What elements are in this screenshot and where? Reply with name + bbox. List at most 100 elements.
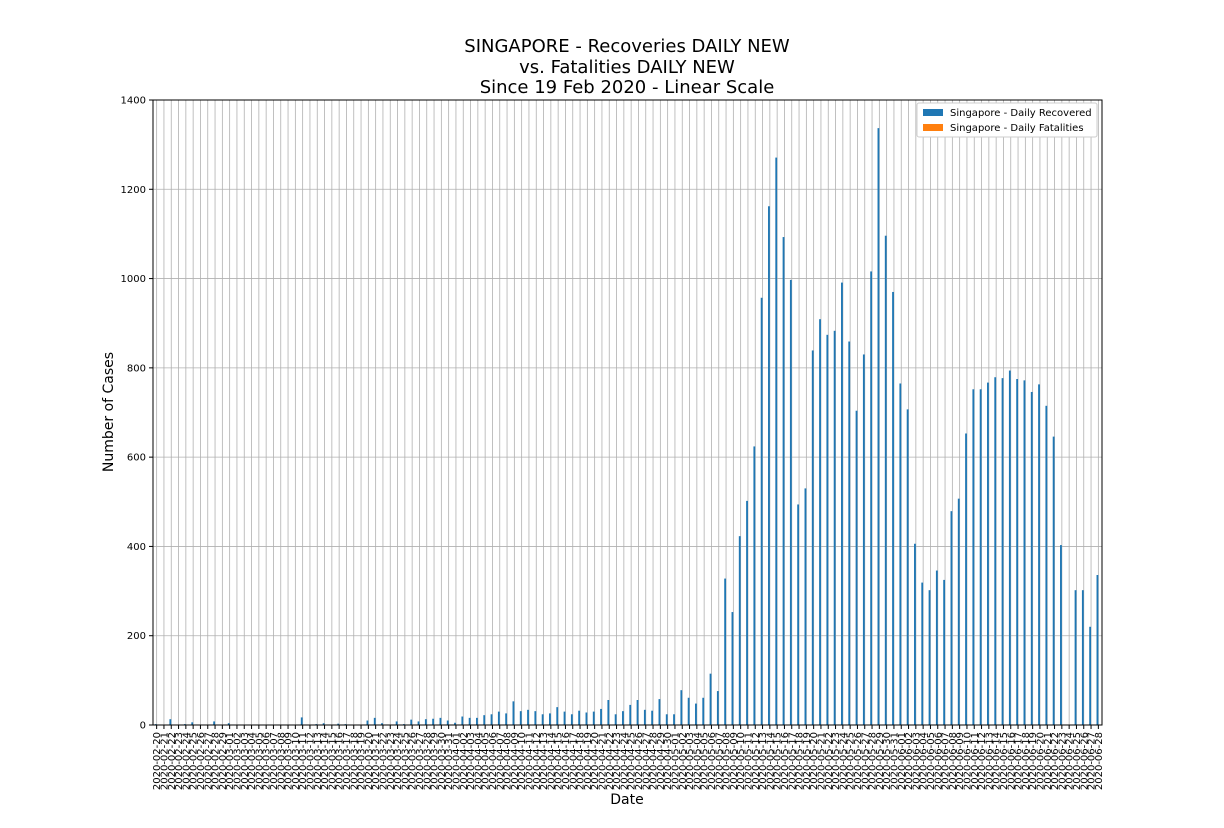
bar-recovered (300, 717, 303, 725)
bar-recovered (987, 382, 989, 725)
bar-recovered (570, 714, 573, 725)
bar-recovered (636, 700, 639, 725)
bar-recovered (833, 330, 836, 725)
x-tick-label: 2020-02-29 (218, 732, 229, 790)
y-axis-ticks: 0 200 400 600 800 1000 1200 1400 (121, 96, 153, 732)
x-tick-label: 2020-03-04 (247, 732, 258, 790)
x-tick-label: 2020-04-27 (641, 732, 652, 790)
x-tick-label: 2020-04-01 (451, 732, 462, 790)
x-tick-label: 2020-03-27 (415, 732, 426, 790)
x-tick-label: 2020-05-29 (875, 732, 886, 790)
bar-recovered (227, 723, 230, 725)
bar-recovered (811, 350, 814, 725)
bar-recovered (651, 710, 654, 725)
x-tick-label: 2020-04-15 (554, 732, 565, 790)
x-tick-label: 2020-03-29 (430, 732, 441, 790)
bar-recovered (643, 709, 646, 725)
x-axis-ticks: 2020-02-202020-02-212020-02-222020-02-23… (152, 725, 1105, 790)
bar-recovered (410, 719, 413, 725)
x-tick-label: 2020-05-27 (860, 732, 871, 790)
bar-recovered (957, 498, 960, 725)
x-tick-label: 2020-04-03 (466, 732, 477, 790)
x-tick-label: 2020-02-25 (189, 732, 200, 790)
bar-recovered (395, 721, 398, 725)
bar-recovered (782, 237, 785, 725)
x-tick-label: 2020-04-11 (524, 732, 535, 790)
x-tick-label: 2020-05-20 (809, 732, 820, 790)
bar-recovered (848, 341, 851, 725)
chart-title-line-2: vs. Fatalities DAILY NEW (519, 57, 735, 78)
bar-recovered (979, 389, 982, 725)
bar-recovered (972, 389, 975, 725)
x-tick-label: 2020-03-28 (422, 732, 433, 790)
x-tick-label: 2020-04-25 (627, 732, 638, 790)
x-tick-label: 2020-06-10 (962, 732, 973, 790)
x-tick-label: 2020-02-23 (174, 732, 185, 790)
bar-recovered (965, 433, 967, 725)
x-tick-label: 2020-03-23 (386, 732, 397, 790)
x-tick-label: 2020-05-03 (685, 732, 696, 790)
bar-recovered (819, 319, 821, 725)
legend-swatch-fatalities (923, 124, 943, 131)
x-tick-label: 2020-05-01 (670, 732, 681, 790)
x-tick-label: 2020-06-27 (1087, 732, 1098, 790)
x-tick-label: 2020-05-06 (707, 732, 718, 790)
bar-recovered (534, 711, 537, 725)
x-tick-label: 2020-04-22 (605, 732, 616, 790)
x-tick-label: 2020-05-25 (846, 732, 857, 790)
bar-recovered (899, 383, 902, 725)
bar-recovered (702, 697, 705, 725)
x-tick-label: 2020-04-08 (503, 732, 514, 790)
x-tick-label: 2020-04-24 (619, 732, 630, 790)
x-tick-label: 2020-06-13 (984, 732, 995, 790)
bar-recovered (789, 279, 792, 725)
x-tick-label: 2020-02-24 (181, 732, 192, 790)
x-tick-label: 2020-05-24 (838, 732, 849, 790)
bar-recovered (1038, 384, 1040, 725)
x-tick-label: 2020-06-18 (1021, 732, 1032, 790)
bar-recovered (746, 500, 748, 725)
x-tick-label: 2020-06-04 (919, 732, 930, 790)
x-tick-label: 2020-05-02 (678, 732, 689, 790)
bar-recovered (768, 206, 770, 725)
bar-recovered (658, 699, 661, 725)
bar-recovered (446, 720, 449, 725)
bar-recovered (855, 410, 858, 725)
legend-label-recovered: Singapore - Daily Recovered (950, 108, 1092, 119)
x-tick-label: 2020-02-26 (196, 732, 207, 790)
bar-recovered (862, 354, 865, 725)
bar-recovered (483, 715, 486, 725)
x-tick-label: 2020-03-15 (327, 732, 338, 790)
x-tick-label: 2020-05-18 (795, 732, 806, 790)
x-tick-label: 2020-03-17 (342, 732, 353, 790)
x-tick-label: 2020-06-21 (1043, 732, 1054, 790)
legend-box (916, 102, 1098, 138)
x-tick-label: 2020-06-03 (911, 732, 922, 790)
x-tick-label: 2020-02-21 (159, 732, 170, 790)
bar-recovered (497, 711, 500, 725)
bar-recovered (1052, 436, 1055, 725)
x-tick-label: 2020-04-12 (532, 732, 543, 790)
bar-recovered (1074, 590, 1077, 725)
x-tick-label: 2020-03-21 (371, 732, 382, 790)
x-tick-label: 2020-06-07 (941, 732, 952, 790)
bar-recovered (731, 612, 734, 725)
bar-recovered (906, 409, 909, 725)
bar-recovered (1089, 626, 1092, 725)
y-tick-label: 600 (127, 453, 146, 464)
bar-recovered (914, 543, 916, 725)
bar-recovered (366, 720, 369, 725)
bar-recovered (556, 707, 559, 725)
bar-recovered (1060, 545, 1062, 725)
x-tick-label: 2020-05-08 (722, 732, 733, 790)
bar-recovered (1023, 380, 1026, 725)
bar-recovered (541, 714, 544, 725)
x-tick-label: 2020-05-13 (758, 732, 769, 790)
bar-recovered (870, 271, 873, 725)
x-tick-label: 2020-05-19 (802, 732, 813, 790)
x-tick-label: 2020-06-06 (933, 732, 944, 790)
x-tick-label: 2020-05-12 (751, 732, 762, 790)
x-tick-label: 2020-03-18 (349, 732, 360, 790)
bar-recovered (527, 709, 529, 725)
